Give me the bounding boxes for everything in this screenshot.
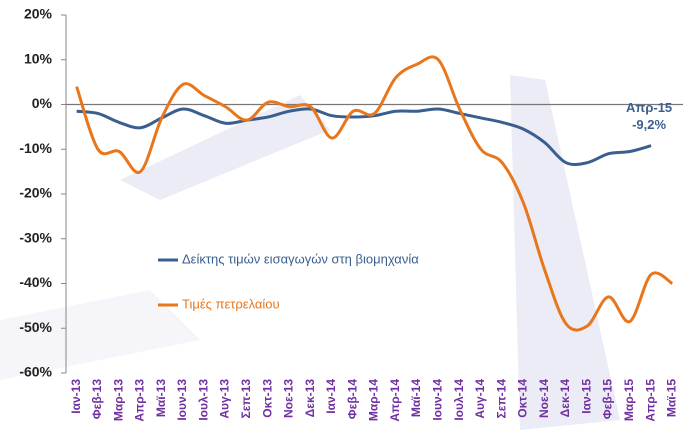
y-tick-label: 20%	[24, 6, 53, 22]
x-tick-label: Δεκ-13	[303, 379, 317, 418]
x-tick-label: Μαρ-13	[111, 379, 125, 421]
y-tick-label: 0%	[32, 95, 53, 111]
x-tick-label: Νοε-14	[537, 379, 551, 418]
x-tick-label: Μαρ-15	[622, 379, 636, 421]
value-label: -9,2%	[632, 117, 666, 132]
x-tick-label: Απρ-15	[643, 379, 657, 422]
y-tick-label: -20%	[19, 185, 52, 201]
x-tick-label: Μαρ-14	[367, 379, 381, 421]
watermark	[0, 75, 620, 430]
x-tick-label: Ιαν-14	[324, 379, 338, 414]
x-tick-label: Μαϊ-14	[409, 379, 423, 417]
x-tick-label: Σεπ-14	[494, 379, 508, 419]
y-tick-label: -30%	[19, 229, 52, 245]
x-tick-label: Μαϊ-13	[154, 379, 168, 417]
y-tick-label: -50%	[19, 319, 52, 335]
x-tick-label: Σεπ-13	[239, 379, 253, 419]
x-tick-label: Μαϊ-15	[665, 379, 679, 417]
x-tick-label: Φεβ-14	[345, 379, 359, 420]
x-tick-label: Απρ-13	[133, 379, 147, 422]
x-tick-label: Ιουν-14	[430, 379, 444, 421]
x-tick-label: Ιουν-13	[175, 379, 189, 421]
x-tick-label: Φεβ-13	[90, 379, 104, 420]
x-tick-label: Νοε-13	[282, 379, 296, 418]
x-tick-label: Απρ-14	[388, 379, 402, 422]
legend-label: Τιμές πετρελαίου	[182, 296, 280, 311]
series-line	[75, 55, 674, 332]
x-tick-label: Ιουλ-13	[196, 379, 210, 421]
x-tick-label: Ιαν-15	[579, 379, 593, 414]
y-tick-label: -40%	[19, 274, 52, 290]
series-line	[76, 107, 652, 167]
y-tick-label: -10%	[19, 140, 52, 156]
x-tick-label: Αυγ-13	[218, 379, 232, 419]
x-tick-label: Δεκ-14	[558, 379, 572, 418]
legend-label: Δείκτης τιμών εισαγωγών στη βιομηχανία	[182, 251, 419, 266]
x-tick-label: Οκτ-13	[260, 379, 274, 418]
annotation-category: Απρ-15	[626, 100, 672, 115]
y-tick-label: -60%	[19, 364, 52, 380]
x-tick-label: Ιαν-13	[69, 379, 83, 414]
y-tick-label: 10%	[24, 50, 53, 66]
x-tick-label: Φεβ-15	[601, 379, 615, 420]
x-tick-label: Αυγ-14	[473, 379, 487, 419]
x-tick-label: Ιουλ-14	[452, 379, 466, 421]
x-tick-label: Οκτ-14	[516, 379, 530, 418]
